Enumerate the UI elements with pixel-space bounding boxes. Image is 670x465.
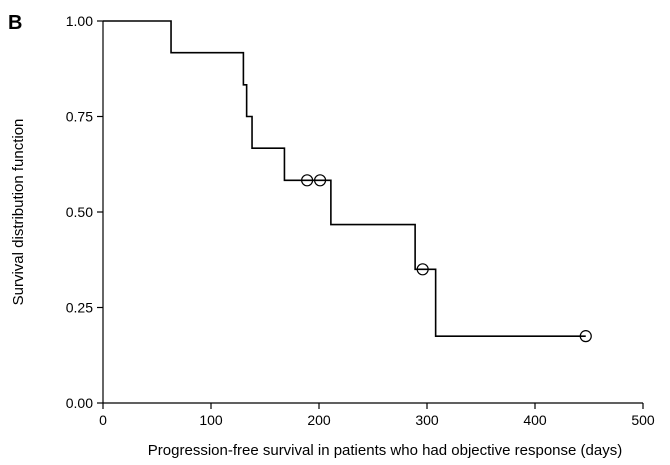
axis-ticks: 0 100 200 300 400 500 0.00 0.25 0.50 0.75 1.00 xyxy=(66,13,655,428)
x-tick-label: 200 xyxy=(307,412,331,428)
x-tick-label: 500 xyxy=(631,412,655,428)
censor-mark xyxy=(416,263,429,276)
x-tick-label: 0 xyxy=(99,412,107,428)
y-tick-label: 0.75 xyxy=(66,109,93,125)
y-tick-label: 0.25 xyxy=(66,300,93,316)
censor-mark xyxy=(313,174,327,187)
censor-mark xyxy=(301,174,314,187)
y-axis-title: Survival distribution function xyxy=(10,119,27,306)
y-tick-label: 0.50 xyxy=(66,204,93,220)
y-tick-label: 1.00 xyxy=(66,13,93,29)
y-tick-label: 0.00 xyxy=(66,395,93,411)
survival-curve xyxy=(103,20,586,337)
censor-mark xyxy=(579,330,592,343)
survival-step-line xyxy=(103,20,586,337)
x-tick-label: 100 xyxy=(199,412,223,428)
x-axis-title: Progression-free survival in patients wh… xyxy=(148,442,622,459)
x-tick-label: 400 xyxy=(523,412,547,428)
censor-marks xyxy=(301,174,592,343)
x-tick-label: 300 xyxy=(415,412,439,428)
axes xyxy=(102,21,643,404)
panel-label: B xyxy=(8,12,22,34)
